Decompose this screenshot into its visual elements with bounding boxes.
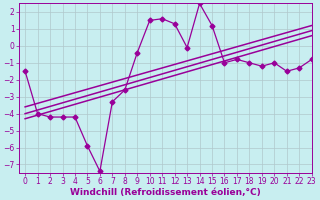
X-axis label: Windchill (Refroidissement éolien,°C): Windchill (Refroidissement éolien,°C) xyxy=(70,188,261,197)
